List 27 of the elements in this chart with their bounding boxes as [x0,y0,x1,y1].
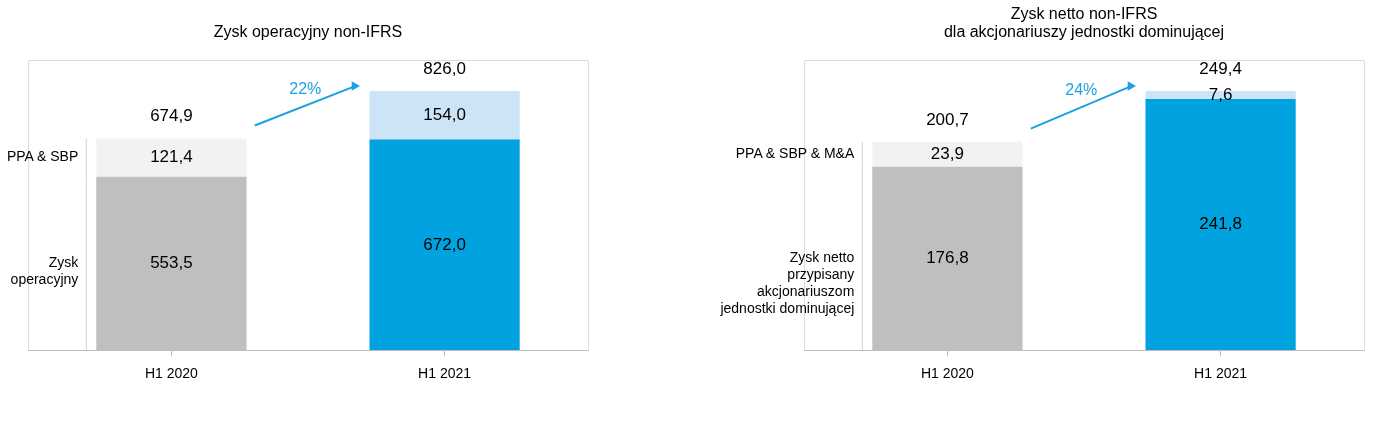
series-label: PPA & SBP & M&A [735,145,855,162]
data-label: 23,9 [930,144,964,164]
bar [872,141,1023,167]
data-label: 553,5 [150,253,193,273]
bar [369,91,520,140]
total-label: 200,7 [926,109,969,129]
series-label: PPA & SBP [6,148,79,165]
bar [96,138,247,177]
data-label: 176,8 [926,248,969,268]
chart-title: Zysk netto non-IFRS dla akcjonariuszy jednostki dominującej [943,5,1225,40]
x-tick-label: H1 2020 [920,364,975,381]
chart-title: Zysk operacyjny non-IFRS [213,23,403,40]
data-label: 672,0 [423,234,466,254]
total-label: 249,4 [1199,59,1242,79]
data-label: 241,8 [1199,214,1242,234]
total-label: 674,9 [150,106,193,126]
x-tick-label: H1 2020 [144,364,199,381]
annotation: 22% [289,79,322,97]
annotation: 24% [1065,81,1098,99]
total-label: 826,0 [423,59,466,79]
x-tick-label: H1 2021 [1194,364,1248,381]
series-label: Zysk netto przypisany akcjonariuszom jednostki dominującej [719,249,855,317]
data-label: 121,4 [150,147,193,167]
series-label: Zysk operacyjny [10,254,80,288]
data-label: 154,0 [423,105,466,125]
x-tick-label: H1 2021 [418,364,472,381]
bar [369,139,520,350]
